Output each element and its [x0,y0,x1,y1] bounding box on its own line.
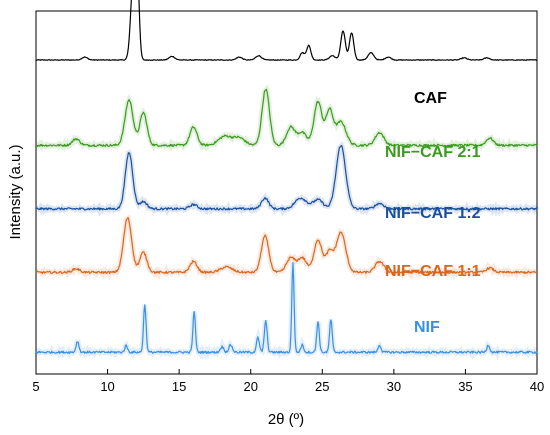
x-tick-label: 10 [100,379,114,394]
series-label-caf: CAF [414,90,447,107]
series-label-nif-caf-1-1: NIF−CAF 1:1 [385,263,481,280]
series-line [35,262,538,354]
series-line [35,88,538,147]
series-line [35,0,538,61]
x-ticks: 5 10 15 20 25 30 35 40 [32,369,544,394]
series-nif-caf-2-1 [34,84,540,153]
x-axis-label: 2θ (º) [268,411,304,428]
series-label-nif-caf-1-2: NIF−CAF 1:2 [385,205,481,222]
series-nif [34,262,540,361]
x-tick-label: 35 [458,379,472,394]
x-tick-label: 5 [32,379,39,394]
x-tick-label: 25 [315,379,329,394]
plot-frame [35,10,538,375]
series-label-nif: NIF [414,319,440,336]
series-nif-caf-1-2 [35,141,540,217]
series-caf [35,0,538,61]
series-glow [34,84,540,153]
series-line [35,217,538,275]
series-label-nif-caf-2-1: NIF−CAF 2:1 [385,144,481,161]
series-line [35,144,538,211]
series-nif-caf-1-1 [34,214,538,281]
x-tick-label: 30 [387,379,401,394]
x-tick-label: 15 [172,379,186,394]
x-tick-label: 20 [243,379,257,394]
series-layer [34,0,540,361]
y-axis-label: Intensity (a.u.) [7,144,24,239]
x-tick-label: 40 [530,379,544,394]
